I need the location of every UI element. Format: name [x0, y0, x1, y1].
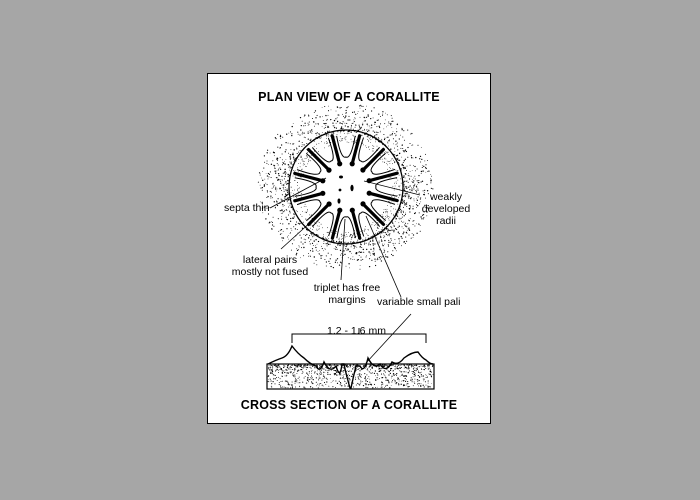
- septal-lobe: [370, 152, 396, 175]
- palus: [349, 207, 355, 213]
- palus: [337, 161, 343, 167]
- palus: [326, 201, 332, 207]
- septum: [351, 210, 362, 240]
- septa-group: [293, 134, 399, 240]
- cross-section-base: [266, 363, 435, 390]
- leader-weakly-developed: [363, 180, 421, 196]
- septum: [369, 171, 399, 182]
- label-triplet-line2: margins: [328, 294, 366, 306]
- label-septa-thin: septa thin: [224, 202, 270, 214]
- cross-section-stipple: [267, 364, 434, 389]
- septal-lobe: [336, 216, 356, 239]
- palus: [366, 190, 372, 196]
- label-weakly-line3: radii: [436, 215, 456, 227]
- columella-dot: [350, 184, 354, 192]
- leader-triplet: [340, 218, 346, 281]
- leader-pali-bottom: [365, 313, 412, 364]
- plan-view-title: PLAN VIEW OF A CORALLITE: [258, 90, 440, 104]
- leader-septa-thin: [269, 177, 327, 209]
- septum: [306, 147, 330, 171]
- label-triplet: triplet has free margins: [304, 282, 390, 306]
- septum: [330, 134, 341, 164]
- label-weakly-line1: weakly: [429, 191, 463, 203]
- palus: [360, 201, 366, 207]
- label-triplet-line1: triplet has free: [313, 282, 381, 294]
- leader-lateral-pairs: [280, 209, 325, 250]
- columella-dot: [339, 175, 343, 179]
- septal-lobe: [294, 177, 317, 197]
- septum: [362, 203, 386, 226]
- cross-section-title: CROSS SECTION OF A CORALLITE: [240, 398, 458, 412]
- palus: [320, 190, 326, 196]
- palus: [360, 167, 366, 173]
- septal-lobe: [375, 177, 398, 197]
- septal-lobe: [336, 135, 356, 158]
- palus: [337, 207, 343, 213]
- corallite-illustration: [257, 104, 435, 390]
- septal-lobe: [296, 153, 322, 175]
- palus: [320, 178, 326, 184]
- septal-lobe: [358, 137, 380, 163]
- diagram-card: PLAN VIEW OF A CORALLITE septa thin: [207, 73, 491, 424]
- septal-lobe: [296, 199, 322, 222]
- dimension-label: 1.2 - 1.6 mm: [327, 325, 386, 337]
- septum: [330, 210, 341, 240]
- columella-dot: [338, 188, 342, 192]
- columella-dot: [337, 198, 341, 204]
- septum: [351, 134, 362, 164]
- septum: [369, 192, 399, 203]
- septum: [293, 171, 323, 182]
- septal-lobe: [370, 199, 396, 221]
- septal-lobe: [312, 211, 334, 237]
- label-weakly-developed: weakly developed radii: [416, 191, 476, 227]
- palus: [349, 161, 355, 167]
- septum: [362, 147, 385, 171]
- cross-section-profile: [267, 344, 434, 389]
- corallite-wall: [288, 129, 404, 245]
- label-lateral-line2: mostly not fused: [231, 266, 309, 278]
- label-weakly-line2: developed: [421, 203, 471, 215]
- leader-pali-top: [365, 215, 402, 298]
- label-lateral-line1: lateral pairs: [242, 254, 298, 266]
- label-lateral-pairs: lateral pairs mostly not fused: [218, 254, 322, 278]
- label-variable-pali: variable small pali: [377, 296, 461, 308]
- palus: [326, 167, 332, 173]
- septal-lobe: [358, 211, 381, 237]
- septum: [293, 192, 323, 203]
- septal-lobe: [311, 137, 334, 163]
- plan-view-stipple: [257, 104, 434, 270]
